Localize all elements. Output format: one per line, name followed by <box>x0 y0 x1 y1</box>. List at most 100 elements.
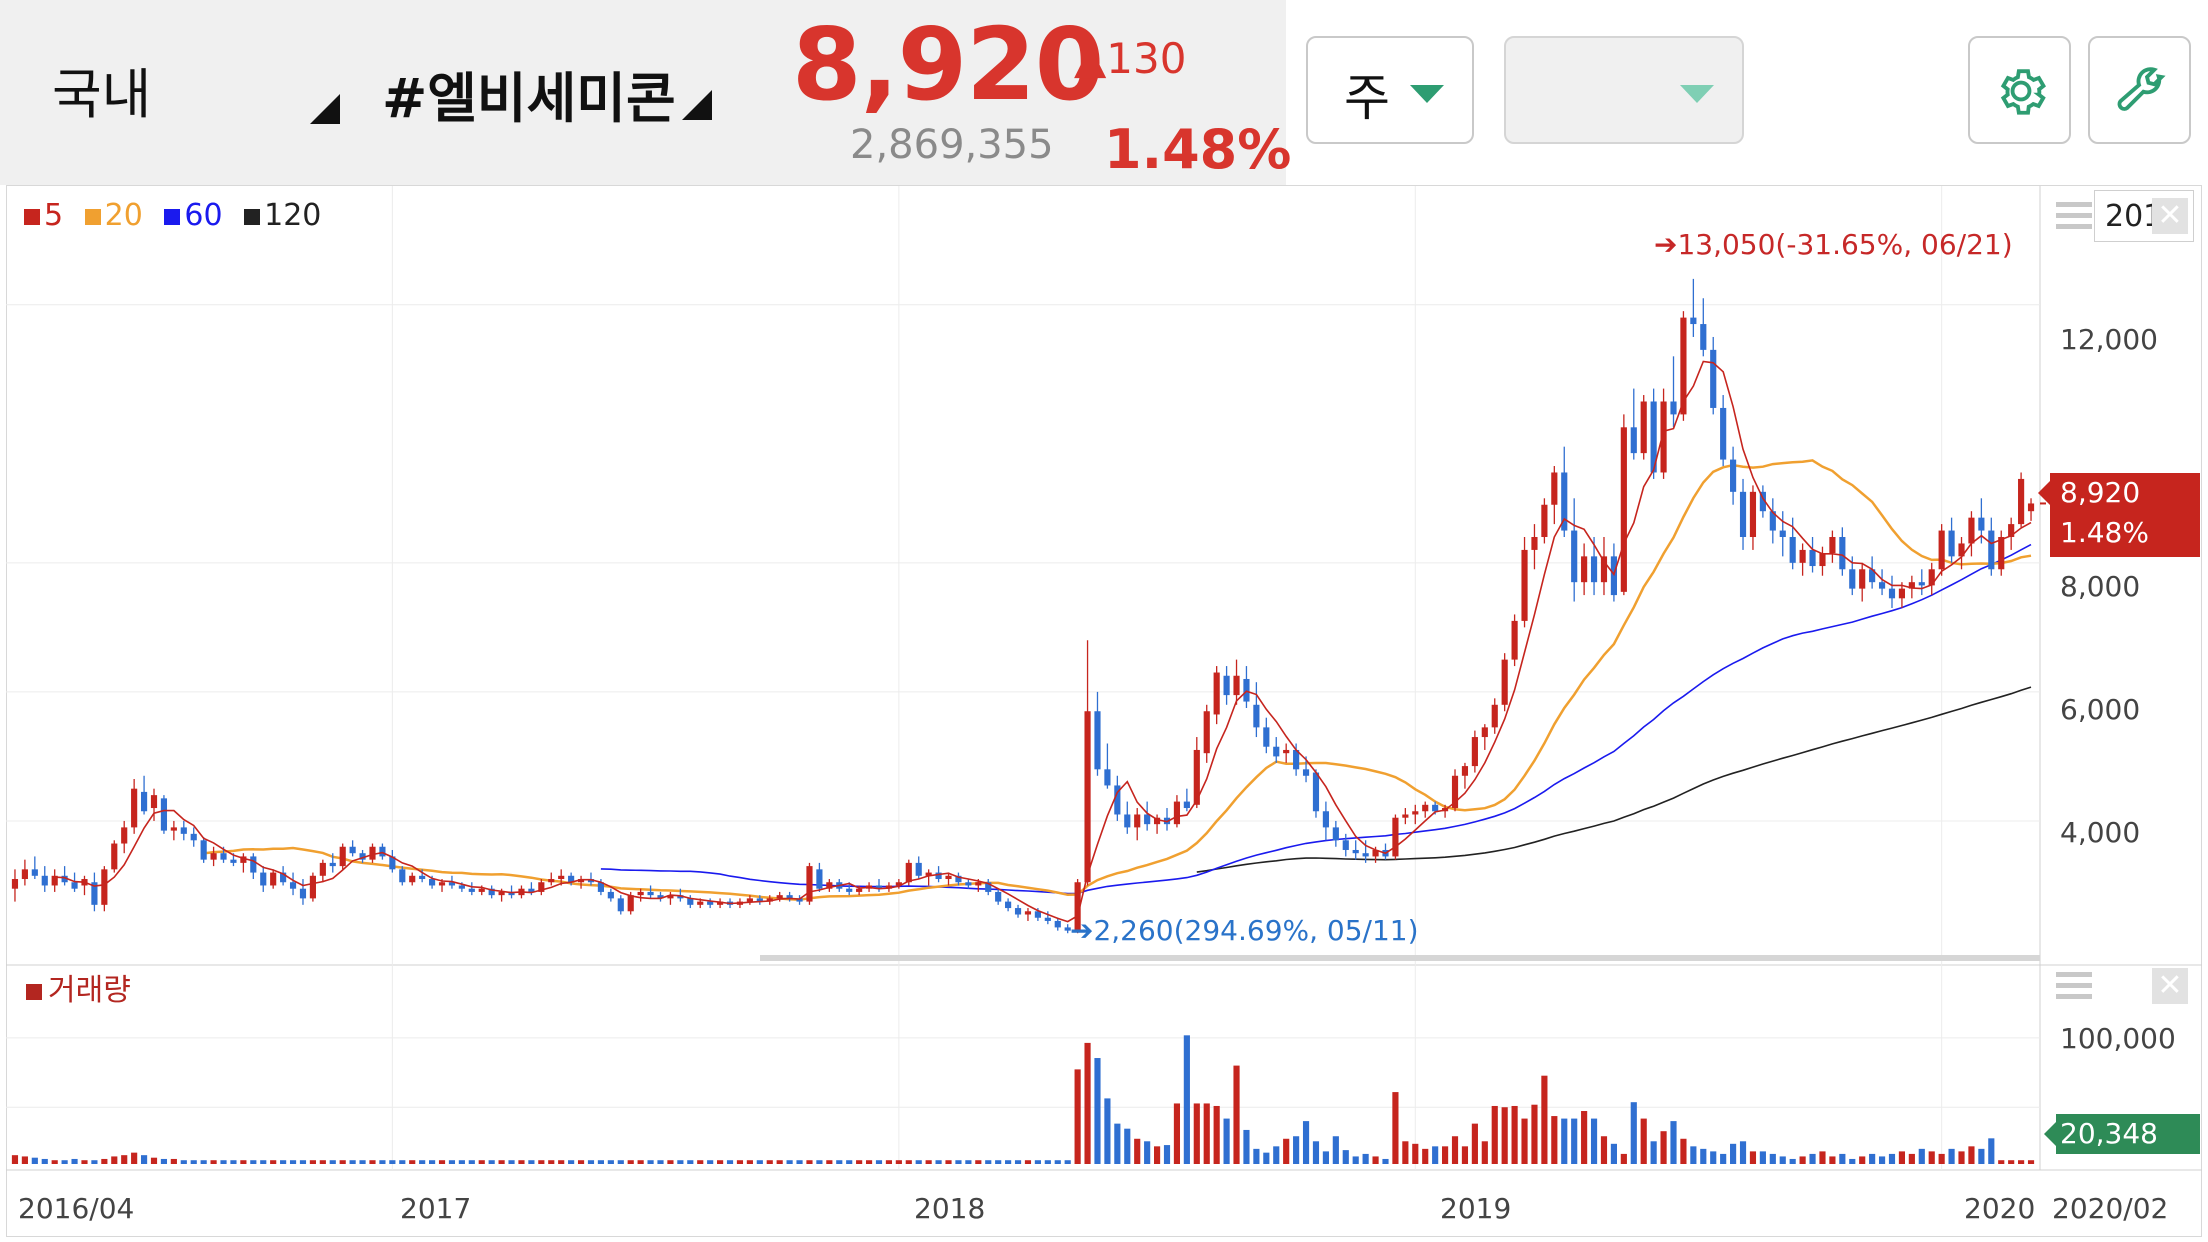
volume-bar <box>1571 1118 1578 1164</box>
candle <box>895 882 902 886</box>
candle <box>2018 478 2025 525</box>
candle <box>1302 769 1310 776</box>
candle <box>1779 530 1786 538</box>
candle <box>1759 491 1766 512</box>
volume-bar <box>1124 1128 1131 1164</box>
candle <box>1173 801 1181 825</box>
candle <box>746 898 753 902</box>
volume-bar <box>21 1156 28 1164</box>
candle <box>2027 503 2035 512</box>
candle <box>1799 549 1806 563</box>
volume-bar <box>1690 1146 1697 1164</box>
candle <box>717 901 724 905</box>
volume-bar <box>1600 1136 1608 1164</box>
volume-bar <box>1372 1156 1379 1164</box>
candle <box>200 840 207 860</box>
volume-bar <box>637 1160 644 1164</box>
candle <box>1124 814 1131 828</box>
candle <box>1372 849 1379 857</box>
volume-bar <box>2018 1160 2025 1164</box>
volume-bar <box>11 1155 19 1164</box>
stock-name[interactable]: #엘비세미콘 <box>382 67 676 130</box>
close-icon[interactable]: ✕ <box>2152 198 2188 234</box>
candle <box>1114 785 1121 815</box>
market-dropdown-icon[interactable] <box>310 94 340 124</box>
candle <box>1581 556 1588 583</box>
volume-bar <box>1958 1151 1965 1164</box>
candle <box>1749 491 1757 538</box>
volume-bar <box>1531 1104 1538 1164</box>
high-annotation: ➔13,050(-31.65%, 06/21) <box>1654 228 2013 261</box>
volume-close-icon[interactable]: ✕ <box>2152 968 2188 1004</box>
volume-bar <box>1024 1160 1032 1164</box>
volume-bar <box>71 1158 78 1164</box>
volume-bar <box>647 1160 654 1164</box>
candle <box>1531 537 1538 550</box>
stock-dropdown-icon[interactable] <box>682 90 712 120</box>
volume-bar <box>150 1157 158 1164</box>
volume-bar <box>1362 1153 1369 1164</box>
volume-bar <box>1988 1138 1995 1164</box>
volume-bar <box>200 1160 207 1164</box>
candle <box>1968 517 1975 544</box>
x-tick-label: 2018 <box>914 1192 986 1225</box>
volume-bar <box>1084 1042 1091 1164</box>
candle <box>468 888 475 892</box>
volume-bar <box>1134 1138 1141 1164</box>
volume-bar <box>1660 1131 1667 1164</box>
gear-icon <box>2000 69 2046 115</box>
period-dropdown[interactable]: 주 <box>1306 36 1474 144</box>
candle <box>111 843 118 870</box>
last-price-pct: 1.48% <box>2060 516 2149 549</box>
candle <box>1789 537 1796 563</box>
volume-bar <box>1968 1146 1975 1164</box>
market-selector[interactable]: 국내 <box>52 63 152 126</box>
candle <box>1263 727 1270 747</box>
volume-bar <box>280 1160 287 1164</box>
volume-menu-icon[interactable] <box>2056 972 2092 1005</box>
candle <box>1193 749 1200 805</box>
candle <box>528 888 535 892</box>
indicator-dropdown[interactable] <box>1504 36 1744 144</box>
volume-bar <box>985 1160 992 1164</box>
volume-bar <box>1044 1160 1051 1164</box>
candle <box>1898 588 1906 599</box>
volume-bar <box>1203 1103 1210 1164</box>
header: 국내 #엘비세미콘 8,920 ▲130 2,869,355 1.48% 주 <box>0 0 2208 185</box>
candle <box>925 872 932 876</box>
menu-icon[interactable] <box>2056 202 2092 235</box>
x-tick-label: 2017 <box>400 1192 472 1225</box>
volume-bar <box>1461 1146 1469 1164</box>
candle <box>1710 349 1717 408</box>
candle <box>935 872 942 880</box>
volume-bar <box>1908 1153 1915 1164</box>
volume-bar <box>538 1160 545 1164</box>
trade-volume: 2,869,355 <box>850 122 1054 168</box>
settings-button[interactable] <box>1968 36 2071 144</box>
volume-bar <box>309 1160 316 1164</box>
candle <box>1461 766 1469 776</box>
volume-bar <box>289 1160 297 1164</box>
candle <box>1690 317 1697 325</box>
candle <box>369 846 376 860</box>
candle <box>1332 827 1339 841</box>
candle <box>458 885 465 889</box>
volume-bar <box>717 1160 724 1164</box>
volume-bar <box>498 1160 505 1164</box>
volume-bar <box>240 1160 247 1164</box>
volume-bar <box>140 1155 148 1164</box>
candle <box>995 891 1002 902</box>
candle <box>1670 401 1677 415</box>
candle <box>41 875 48 886</box>
candle <box>1521 549 1528 621</box>
volume-bar <box>1680 1138 1687 1164</box>
volume-bar <box>1451 1136 1459 1164</box>
candle <box>538 882 545 892</box>
tools-button[interactable] <box>2088 36 2191 144</box>
candle <box>1243 678 1250 702</box>
candle <box>488 888 495 896</box>
candle <box>1203 711 1210 754</box>
wrench-icon <box>2117 67 2166 111</box>
candle <box>1650 401 1657 473</box>
